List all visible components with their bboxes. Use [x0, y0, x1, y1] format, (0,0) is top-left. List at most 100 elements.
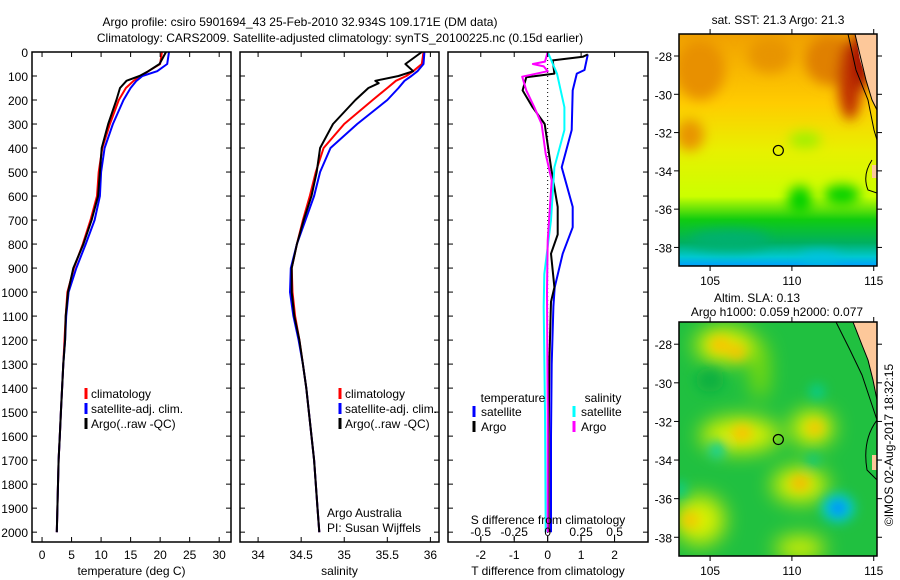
timestamp-stamp: ©IMOS 02-Aug-2017 18:32:15: [882, 364, 896, 527]
legend-label: Argo(..raw -QC): [91, 417, 176, 431]
map-title: sat. SST: 21.3 Argo: 21.3: [712, 13, 845, 27]
s-axis-label: S difference from climatology: [471, 513, 626, 527]
x-axis-label: salinity: [321, 564, 358, 578]
y-tick-label: -32: [655, 415, 673, 429]
x-tick-label: 15: [124, 548, 138, 562]
y-tick-label: 600: [8, 190, 28, 204]
legend-label: Argo: [581, 420, 607, 434]
y-tick-label: -30: [655, 88, 673, 102]
legend-label: satellite-adj. clim.: [345, 402, 437, 416]
s-tick-label: 0.25: [569, 525, 593, 539]
y-tick-label: 1900: [1, 502, 28, 516]
y-tick-label: -38: [655, 241, 673, 255]
map-frame: [678, 321, 878, 557]
x-tick-label: 105: [700, 274, 720, 288]
figure-title-line1: Argo profile: csiro 5901694_43 25-Feb-20…: [103, 15, 498, 29]
y-tick-label: 1500: [1, 406, 28, 420]
map-frame: [678, 33, 878, 267]
x-tick-label: 2: [611, 548, 618, 562]
legend-label: Argo: [481, 420, 507, 434]
figure-title-line2: Climatology: CARS2009. Satellite-adjuste…: [97, 31, 583, 45]
annotation-text: Argo Australia: [327, 506, 402, 520]
y-tick-label: -28: [655, 50, 673, 64]
y-tick-label: 1400: [1, 382, 28, 396]
y-tick-label: 1300: [1, 358, 28, 372]
s-tick-label: 0.5: [606, 525, 623, 539]
series-line-satellite-adj-clim-: [55, 51, 170, 533]
y-tick-label: 800: [8, 238, 28, 252]
land: [855, 34, 877, 108]
axes-frame: [31, 51, 232, 543]
legend-label: Argo(..raw -QC): [345, 417, 430, 431]
x-tick-label: 35: [338, 548, 352, 562]
legend-label: satellite: [481, 405, 522, 419]
x-tick-label: 0: [544, 548, 551, 562]
x-tick-label: 115: [864, 274, 883, 288]
series-line-argo: [55, 51, 167, 533]
x-tick-label: 36: [424, 548, 438, 562]
sst-field: [679, 34, 877, 266]
x-tick-label: 0: [39, 548, 46, 562]
axes-frame: [239, 51, 440, 543]
y-tick-label: 1000: [1, 286, 28, 300]
sst-map: [679, 34, 877, 266]
map-axes-0: 105 110 115 -28 -30 -32 -34 -36 -38 sat. SST: 21.…: [655, 13, 884, 288]
sla-field: [679, 322, 877, 556]
s-tick-label: -0.5: [470, 525, 491, 539]
x-tick-label: 105: [700, 564, 720, 578]
x-tick-label: 34.5: [289, 548, 313, 562]
x-tick-label: -1: [509, 548, 520, 562]
x-tick-label: 25: [183, 548, 197, 562]
profile-panel-2: -2 -1 0 1 2 T difference from climatology temp…: [447, 51, 649, 578]
y-tick-label: 700: [8, 214, 28, 228]
map-subtitle: Argo h1000: 0.059 h2000: 0.077: [691, 305, 863, 319]
map-axes-1: 105 110 115 -28 -30 -32 -34 -36 -38 Altim. SLA: 0…: [655, 291, 884, 578]
y-tick-label: -32: [655, 127, 673, 141]
profile-panel-0: 0 5 10 15 20 25 30 temperature (deg C) 0 100 200 30…: [1, 46, 232, 578]
s-tick-label: 0: [544, 525, 551, 539]
x-tick-label: 10: [94, 548, 108, 562]
series-line-satellite-adj-clim-: [289, 51, 426, 533]
x-tick-label: 35.5: [376, 548, 400, 562]
x-tick-label: 115: [864, 564, 883, 578]
y-tick-label: 1800: [1, 478, 28, 492]
legend-label: satellite-adj. clim.: [91, 402, 183, 416]
y-tick-label: -38: [655, 531, 673, 545]
x-tick-label: 34: [251, 548, 265, 562]
y-tick-label: 1100: [2, 310, 28, 324]
legend-header-temperature: temperature: [481, 391, 546, 405]
x-tick-label: -2: [475, 548, 486, 562]
x-axis-label: T difference from climatology: [471, 564, 625, 578]
argo-location-marker: [772, 433, 784, 446]
coastline: [854, 34, 877, 111]
y-tick-label: 500: [8, 166, 28, 180]
y-tick-label: 0: [21, 46, 28, 60]
legend-label: climatology: [91, 387, 151, 401]
y-tick-label: -28: [655, 338, 673, 352]
y-tick-label: 1600: [1, 430, 28, 444]
x-tick-label: 110: [782, 564, 801, 578]
x-axis-label: temperature (deg C): [77, 564, 185, 578]
y-tick-label: 900: [8, 262, 28, 276]
y-tick-label: 1700: [1, 454, 28, 468]
series-line-argo: [290, 51, 423, 533]
s-tick-label: -0.25: [501, 525, 529, 539]
y-tick-label: -34: [655, 454, 673, 468]
profile-panel-1: 34 34.5 35 35.5 36 salinity climatologysatelli…: [239, 51, 440, 578]
series-line-climatology: [55, 51, 163, 533]
x-tick-label: 1: [578, 548, 585, 562]
y-tick-label: 1200: [1, 334, 28, 348]
y-tick-label: -36: [655, 493, 673, 507]
y-tick-label: 300: [8, 118, 28, 132]
legend-label: satellite: [581, 405, 622, 419]
x-tick-label: 5: [68, 548, 75, 562]
legend-header-salinity: salinity: [585, 391, 622, 405]
series-line-s-satellite: [542, 51, 566, 533]
annotation-text: PI: Susan Wijffels: [327, 521, 421, 535]
map-title: Altim. SLA: 0.13: [714, 291, 800, 305]
x-tick-label: 110: [782, 274, 801, 288]
series-line-t-argo: [521, 53, 589, 533]
x-tick-label: 30: [213, 548, 227, 562]
